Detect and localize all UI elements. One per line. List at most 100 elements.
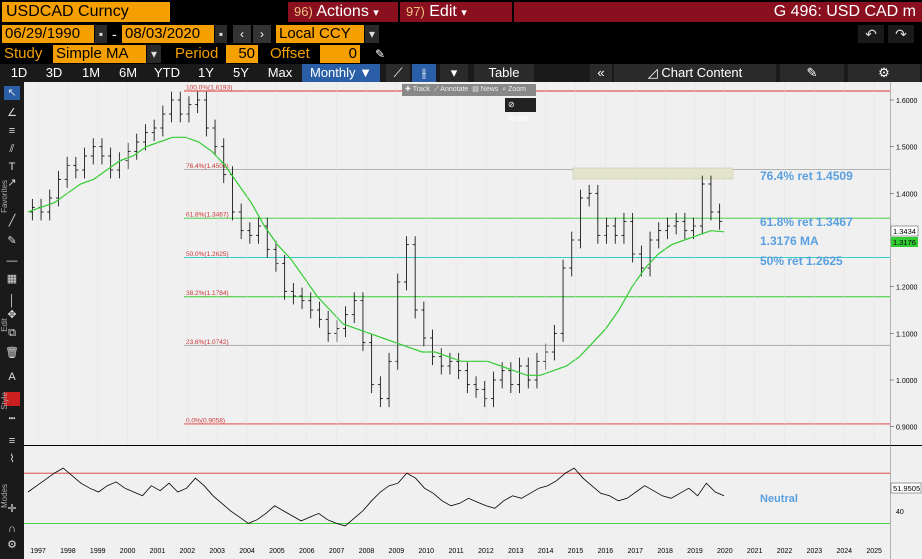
undo-icon[interactable]: ↶ bbox=[858, 25, 884, 43]
range-1y-button[interactable]: 1Y bbox=[190, 64, 222, 82]
fibonacci-icon[interactable]: ≡ bbox=[8, 125, 16, 137]
candle-chart-icon[interactable]: ⫲ bbox=[412, 64, 436, 82]
x-tick-label: 2016 bbox=[598, 548, 614, 555]
redo-icon[interactable]: ↷ bbox=[888, 25, 914, 43]
x-axis-background bbox=[24, 539, 890, 559]
range-3d-button[interactable]: 3D bbox=[38, 64, 70, 82]
end-calendar-icon[interactable]: ▪ bbox=[215, 25, 227, 43]
frequency-select[interactable]: Monthly ▼ bbox=[302, 64, 380, 82]
zoom-button[interactable]: Zoom bbox=[508, 86, 526, 93]
x-tick-label: 2012 bbox=[478, 548, 494, 555]
edit-menu-button[interactable]: 97) Edit ▾ bbox=[400, 2, 512, 22]
chart-content-icon: ◿ bbox=[647, 65, 658, 80]
rsi-annotation: Neutral bbox=[760, 493, 798, 505]
fib-level-label: 50.0%(1.2625) bbox=[186, 251, 229, 258]
brush-icon[interactable]: ╱ bbox=[8, 215, 16, 227]
range-5y-button[interactable]: 5Y bbox=[226, 64, 256, 82]
line-style-icon[interactable]: ┅ bbox=[8, 413, 16, 425]
edit-chart-icon[interactable]: ✎ bbox=[780, 64, 844, 82]
end-date-field[interactable]: 08/03/2020 bbox=[122, 25, 214, 43]
previous-arrow-icon[interactable]: ‹ bbox=[233, 25, 251, 43]
period-input[interactable]: 50 bbox=[226, 45, 258, 63]
table-button[interactable]: Table bbox=[474, 64, 534, 82]
chart-content-button[interactable]: ◿ Chart Content bbox=[614, 64, 776, 82]
y-tick-label: 1.2000 bbox=[896, 285, 918, 292]
x-tick-label: 2018 bbox=[657, 548, 673, 555]
chart-svg: 100.0%(1.6193) 76.4%(1.4509) 61.8%(1.3467)… bbox=[24, 82, 922, 559]
arrow-tool-icon[interactable]: ↗ bbox=[7, 177, 17, 189]
x-tick-label: 2023 bbox=[807, 548, 823, 555]
fib-level-label: 100.0%(1.6193) bbox=[186, 84, 232, 91]
copy-icon[interactable]: ⧉ bbox=[8, 327, 16, 339]
chart-content-label: Chart Content bbox=[661, 65, 743, 80]
left-tool-strip: ↖ ∠ ≡ ⫽ T ↗ Favorites ╱ ✎ — ▦ │ Edit ✥ ⧉… bbox=[0, 82, 24, 559]
range-ytd-button[interactable]: YTD bbox=[148, 64, 186, 82]
x-tick-label: 2025 bbox=[866, 548, 882, 555]
horizontal-line-icon[interactable]: — bbox=[6, 255, 18, 267]
reset-button[interactable]: ⊘ Reset bbox=[505, 98, 536, 123]
last-price-tag bbox=[890, 225, 919, 237]
x-tick-label: 2011 bbox=[449, 548, 464, 555]
news-icon[interactable]: ▤ bbox=[470, 86, 481, 93]
range-1d-button[interactable]: 1D bbox=[4, 64, 34, 82]
x-tick-label: 2010 bbox=[418, 548, 434, 555]
x-tick-label: 2022 bbox=[777, 548, 793, 555]
pen-icon[interactable]: ✎ bbox=[7, 235, 17, 247]
font-icon[interactable]: A bbox=[8, 371, 16, 383]
title-strip bbox=[514, 2, 922, 22]
magnet-icon[interactable]: ∩ bbox=[8, 523, 16, 535]
annotate-icon[interactable]: ⟋ bbox=[431, 86, 441, 93]
study-label: Study bbox=[4, 45, 43, 62]
mode-icon[interactable]: ⌇ bbox=[9, 453, 15, 465]
chart-area[interactable]: 100.0%(1.6193) 76.4%(1.4509) 61.8%(1.3467)… bbox=[24, 82, 922, 559]
chart-type-dropdown-icon[interactable]: ▾ bbox=[440, 64, 468, 82]
security-field[interactable]: USDCAD Curncy bbox=[2, 2, 170, 22]
annotate-button[interactable]: Annotate bbox=[440, 86, 469, 93]
settings-gear-icon[interactable]: ⚙ bbox=[848, 64, 920, 82]
collapse-icon[interactable]: « bbox=[590, 64, 612, 82]
line-width-icon[interactable]: ≡ bbox=[8, 435, 16, 447]
pencil-icon[interactable]: ✎ bbox=[372, 45, 388, 63]
range-1m-button[interactable]: 1M bbox=[74, 64, 108, 82]
trendline-icon[interactable]: ∠ bbox=[7, 107, 17, 119]
delete-icon[interactable]: 🗑 bbox=[5, 347, 19, 359]
y-tick-label: 1.0000 bbox=[896, 378, 918, 385]
edit-number: 97) bbox=[406, 4, 425, 19]
fib-level-label: 0.0%(0.9058) bbox=[186, 417, 225, 424]
move-icon[interactable]: ✥ bbox=[7, 309, 17, 321]
range-max-button[interactable]: Max bbox=[260, 64, 300, 82]
start-calendar-icon[interactable]: ▪ bbox=[95, 25, 107, 43]
color-swatch-icon[interactable] bbox=[4, 392, 20, 406]
vertical-line-icon[interactable]: │ bbox=[8, 295, 16, 307]
currency-select[interactable]: Local CCY bbox=[276, 25, 364, 43]
study-dropdown-icon[interactable]: ▾ bbox=[147, 45, 161, 63]
track-button[interactable]: Track bbox=[412, 86, 430, 93]
study-select[interactable]: Simple MA bbox=[53, 45, 146, 63]
actions-number: 96) bbox=[294, 4, 313, 19]
favorites-section-label: Favorites bbox=[0, 180, 9, 213]
next-arrow-icon[interactable]: › bbox=[253, 25, 271, 43]
x-tick-label: 2006 bbox=[299, 548, 315, 555]
settings-icon[interactable]: ⚙ bbox=[7, 539, 17, 551]
x-tick-label: 2008 bbox=[359, 548, 375, 555]
zoom-icon[interactable]: ⌕ bbox=[500, 86, 509, 93]
channel-icon[interactable]: ⫽ bbox=[9, 143, 15, 155]
news-button[interactable]: News bbox=[480, 86, 499, 93]
actions-menu-button[interactable]: 96) Actions ▾ bbox=[288, 2, 398, 22]
start-date-field[interactable]: 06/29/1990 bbox=[2, 25, 94, 43]
annotation-50: 50% ret 1.2625 bbox=[760, 254, 843, 268]
cursor-icon[interactable]: ↖ bbox=[4, 86, 20, 100]
actions-label: Actions bbox=[316, 3, 369, 20]
range-6m-button[interactable]: 6M bbox=[112, 64, 144, 82]
currency-dropdown-icon[interactable]: ▾ bbox=[365, 25, 379, 43]
offset-input[interactable]: 0 bbox=[320, 45, 360, 63]
text-tool-icon[interactable]: T bbox=[8, 161, 16, 173]
crosshair-icon[interactable]: ✛ bbox=[7, 503, 17, 515]
grid-icon[interactable]: ▦ bbox=[6, 273, 18, 285]
moving-average-line bbox=[27, 136, 725, 376]
y-tick-label: 0.9000 bbox=[896, 425, 918, 432]
x-tick-label: 1997 bbox=[30, 548, 46, 555]
annotation-764: 76.4% ret 1.4509 bbox=[760, 169, 853, 183]
line-chart-icon[interactable]: ⟋ bbox=[386, 64, 410, 82]
track-icon[interactable]: ✚ bbox=[405, 86, 413, 93]
